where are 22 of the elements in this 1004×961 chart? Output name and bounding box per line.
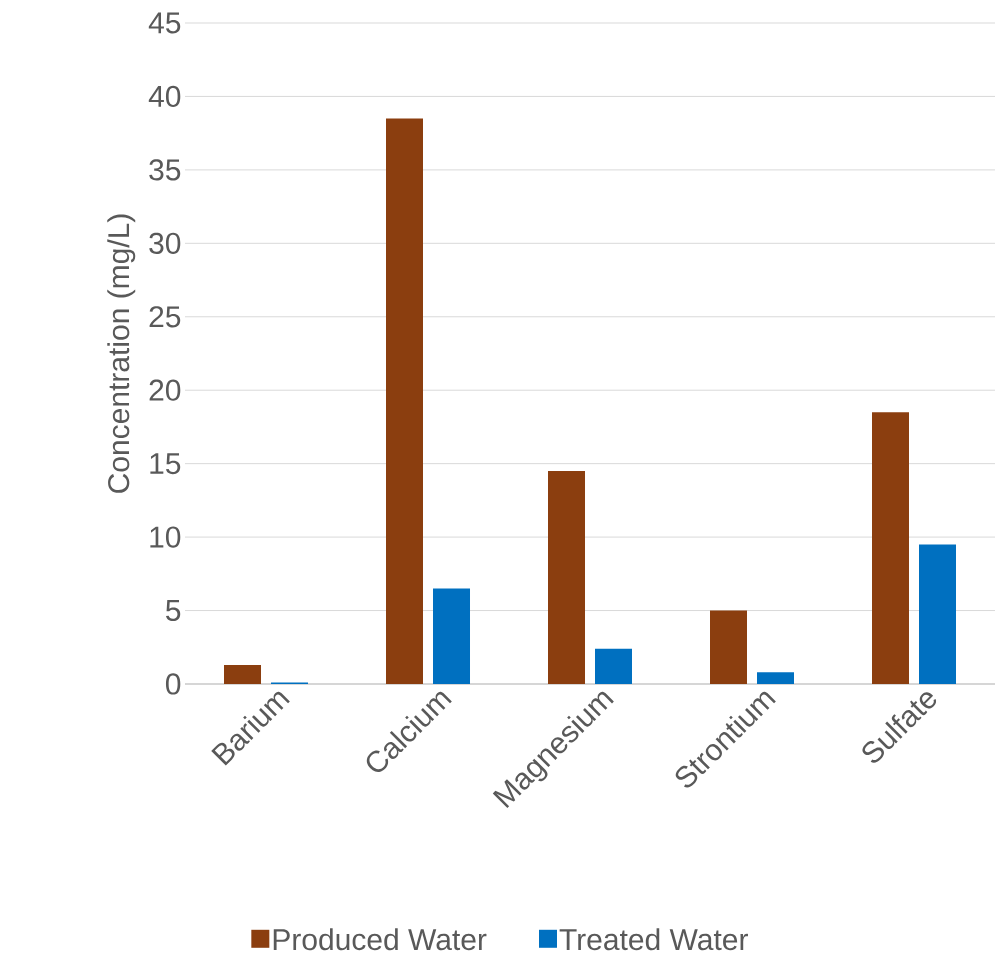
y-tick-label: 30: [149, 232, 181, 254]
y-tick-label: 0: [165, 673, 181, 695]
bar: [919, 544, 956, 684]
y-tick-label: 25: [149, 306, 181, 328]
bar: [548, 471, 585, 684]
y-tick-label: 40: [148, 85, 181, 108]
y-tick-label: 15: [150, 453, 181, 475]
y-tick-label: 35: [149, 159, 181, 181]
bar: [224, 664, 262, 684]
legend-label: Produced Water: [273, 928, 487, 951]
legend-label: Treated Water: [559, 928, 748, 951]
y-tick-label: 20: [149, 379, 181, 401]
bar: [757, 672, 794, 684]
bar: [710, 610, 747, 684]
y-tick-label: 45: [148, 12, 181, 34]
bar: [386, 118, 423, 684]
bar: [595, 648, 632, 684]
y-tick-label: 10: [150, 526, 181, 548]
y-tick-label: 5: [166, 600, 181, 622]
y-axis-title: Concentration (mg/L): [107, 214, 136, 493]
bar: [433, 588, 471, 684]
bar: [872, 412, 909, 684]
